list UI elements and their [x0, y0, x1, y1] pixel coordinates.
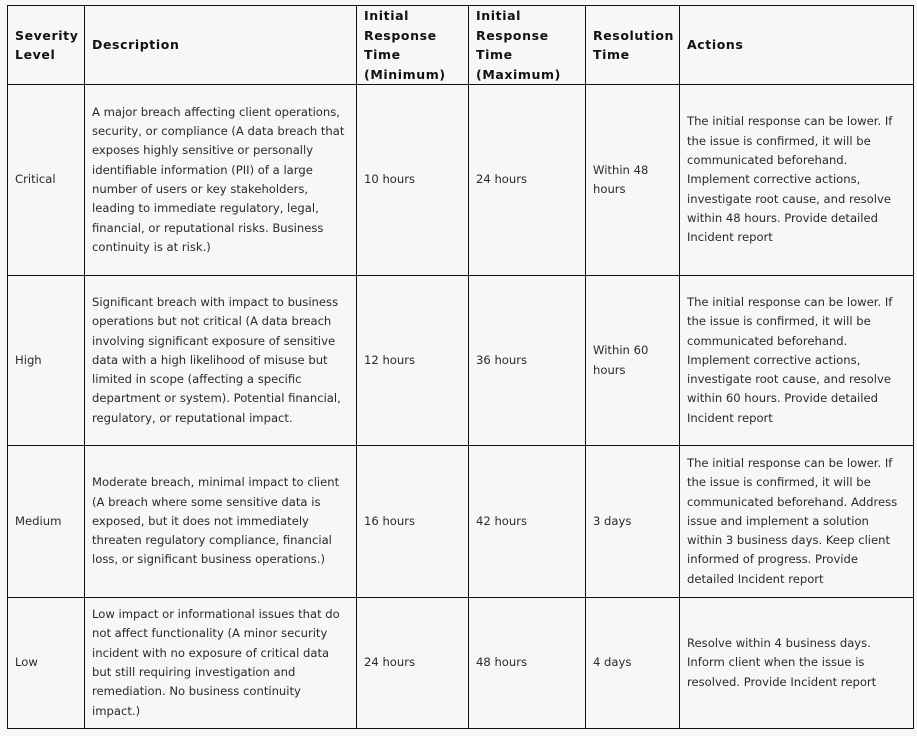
severity-table: Severity Level Description Initial Respo… [7, 5, 914, 729]
table-row: Medium Moderate breach, minimal impact t… [7, 445, 914, 598]
max-response-cell: 42 hours [468, 445, 586, 598]
min-response-cell: 16 hours [356, 445, 469, 598]
severity-cell: Critical [7, 84, 85, 276]
header-actions: Actions [679, 5, 914, 85]
table-row: Critical A major breach affecting client… [7, 84, 914, 276]
severity-cell: High [7, 275, 85, 446]
resolution-cell: 3 days [585, 445, 680, 598]
max-response-cell: 24 hours [468, 84, 586, 276]
min-response-cell: 24 hours [356, 597, 469, 729]
header-min-response: Initial Response Time (Minimum) [356, 5, 469, 85]
description-cell: A major breach affecting client operatio… [84, 84, 357, 276]
resolution-cell: 4 days [585, 597, 680, 729]
header-severity: Severity Level [7, 5, 85, 85]
max-response-cell: 36 hours [468, 275, 586, 446]
actions-cell: The initial response can be lower. If th… [679, 84, 914, 276]
min-response-cell: 10 hours [356, 84, 469, 276]
description-cell: Low impact or informational issues that … [84, 597, 357, 729]
severity-cell: Medium [7, 445, 85, 598]
description-cell: Moderate breach, minimal impact to clien… [84, 445, 357, 598]
actions-cell: The initial response can be lower. If th… [679, 445, 914, 598]
header-max-response: Initial Response Time (Maximum) [468, 5, 586, 85]
table-row: High Significant breach with impact to b… [7, 275, 914, 446]
header-row: Severity Level Description Initial Respo… [7, 5, 914, 85]
resolution-cell: Within 48 hours [585, 84, 680, 276]
severity-cell: Low [7, 597, 85, 729]
description-cell: Significant breach with impact to busine… [84, 275, 357, 446]
actions-cell: Resolve within 4 business days. Inform c… [679, 597, 914, 729]
header-resolution: Resolution Time [585, 5, 680, 85]
actions-cell: The initial response can be lower. If th… [679, 275, 914, 446]
resolution-cell: Within 60 hours [585, 275, 680, 446]
header-description: Description [84, 5, 357, 85]
min-response-cell: 12 hours [356, 275, 469, 446]
max-response-cell: 48 hours [468, 597, 586, 729]
table-row: Low Low impact or informational issues t… [7, 597, 914, 729]
